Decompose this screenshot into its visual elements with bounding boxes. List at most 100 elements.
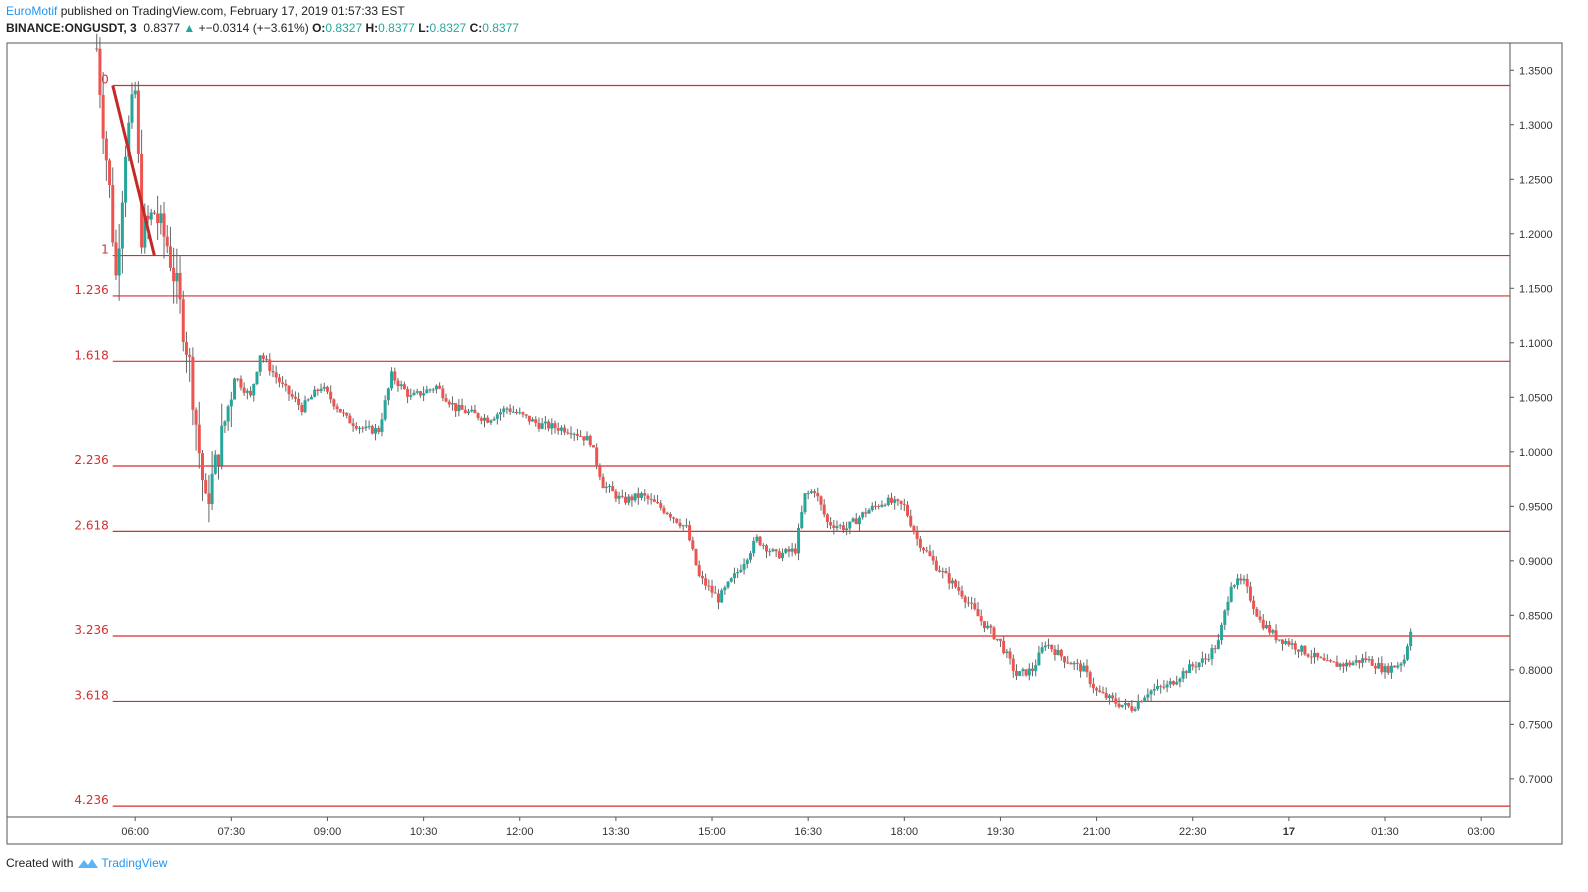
candle-body bbox=[1197, 662, 1201, 668]
candle-body bbox=[1252, 600, 1256, 609]
candle-body bbox=[1383, 666, 1387, 673]
candle-body bbox=[396, 380, 400, 387]
candle-body bbox=[880, 504, 884, 507]
candle-body bbox=[893, 499, 897, 503]
candle-body bbox=[463, 409, 467, 414]
candle-body bbox=[1136, 701, 1140, 709]
tradingview-link[interactable]: TradingView bbox=[77, 856, 167, 870]
candle-body bbox=[95, 48, 99, 50]
candle-body bbox=[1085, 665, 1089, 673]
candle-body bbox=[454, 403, 458, 412]
candle-body bbox=[841, 525, 845, 531]
candle-body bbox=[1172, 681, 1176, 685]
candle-body bbox=[380, 419, 384, 432]
candle-body bbox=[870, 505, 874, 511]
candle-body bbox=[640, 493, 644, 498]
y-tick-label: 0.9000 bbox=[1519, 556, 1553, 568]
candle-body bbox=[98, 48, 102, 95]
y-tick-label: 1.1000 bbox=[1519, 338, 1553, 350]
candle-body bbox=[1348, 662, 1352, 666]
candle-body bbox=[124, 156, 128, 203]
candle-body bbox=[1319, 657, 1323, 659]
candle-body bbox=[188, 354, 192, 357]
candle-body bbox=[1050, 644, 1054, 650]
candle-body bbox=[1220, 624, 1224, 641]
candle-body bbox=[1047, 644, 1051, 646]
candle-body bbox=[966, 602, 970, 604]
candle-body bbox=[1213, 648, 1217, 650]
outer-frame bbox=[6, 42, 1563, 845]
candle-body bbox=[249, 390, 253, 396]
candle-body bbox=[867, 510, 871, 514]
candle-body bbox=[300, 405, 304, 413]
y-tick-label: 1.0000 bbox=[1519, 447, 1553, 459]
candle-body bbox=[1268, 624, 1272, 633]
candle-body bbox=[582, 436, 586, 441]
candle-body bbox=[136, 90, 140, 154]
candle-body bbox=[1194, 666, 1198, 668]
candle-body bbox=[550, 423, 554, 429]
candle-body bbox=[460, 404, 464, 410]
candle-body bbox=[434, 385, 438, 390]
candle-body bbox=[1123, 702, 1127, 705]
candle-body bbox=[1053, 649, 1057, 656]
candle-body bbox=[700, 575, 704, 579]
candle-body bbox=[861, 512, 865, 518]
candle-body bbox=[1258, 616, 1262, 620]
candle-body bbox=[563, 427, 567, 433]
candle-body bbox=[345, 412, 349, 416]
candle-body bbox=[111, 185, 115, 243]
candle-body bbox=[1357, 660, 1361, 663]
candle-body bbox=[995, 638, 999, 640]
candle-body bbox=[1114, 698, 1118, 704]
candle-body bbox=[521, 412, 525, 415]
candle-body bbox=[1165, 684, 1169, 688]
candle-body bbox=[931, 555, 935, 561]
candle-body bbox=[168, 246, 172, 268]
candle-body bbox=[101, 94, 105, 139]
candle-body bbox=[950, 580, 954, 584]
candle-body bbox=[1361, 658, 1365, 663]
candle-body bbox=[681, 525, 685, 527]
candle-body bbox=[191, 356, 195, 410]
candle-body bbox=[1079, 663, 1083, 672]
candle-body bbox=[184, 342, 188, 355]
candle-body bbox=[1178, 678, 1182, 682]
candle-body bbox=[271, 371, 275, 373]
candle-body bbox=[755, 536, 759, 541]
candle-body bbox=[691, 540, 695, 550]
candle-body bbox=[1264, 624, 1268, 629]
candle-body bbox=[341, 412, 345, 414]
candle-body bbox=[877, 505, 881, 507]
candle-body bbox=[1280, 639, 1284, 644]
candle-body bbox=[386, 388, 390, 401]
up-arrow-icon: ▲ bbox=[183, 21, 196, 35]
candle-body bbox=[226, 406, 230, 422]
candle-body bbox=[553, 423, 557, 429]
candle-body bbox=[1059, 649, 1063, 657]
candle-body bbox=[1306, 654, 1310, 657]
candle-body bbox=[838, 525, 842, 527]
candle-body bbox=[752, 540, 756, 554]
candle-body bbox=[572, 434, 576, 436]
candle-body bbox=[761, 545, 765, 547]
candle-body bbox=[704, 578, 708, 586]
candle-body bbox=[1152, 689, 1156, 691]
candle-body bbox=[787, 548, 791, 552]
candle-body bbox=[656, 501, 660, 504]
x-tick-label: 03:00 bbox=[1467, 826, 1495, 838]
candle-body bbox=[1043, 645, 1047, 648]
fib-level-label: 3.618 bbox=[74, 688, 108, 702]
candle-body bbox=[152, 212, 156, 214]
candle-body bbox=[675, 518, 679, 523]
candle-body bbox=[1098, 690, 1102, 693]
candle-body bbox=[415, 391, 419, 393]
author-link[interactable]: EuroMotif bbox=[6, 4, 58, 18]
candle-body bbox=[873, 505, 877, 507]
candle-body bbox=[348, 415, 352, 424]
candle-body bbox=[229, 399, 233, 407]
candle-body bbox=[502, 408, 506, 413]
candle-body bbox=[559, 427, 563, 431]
candle-body bbox=[399, 384, 403, 387]
